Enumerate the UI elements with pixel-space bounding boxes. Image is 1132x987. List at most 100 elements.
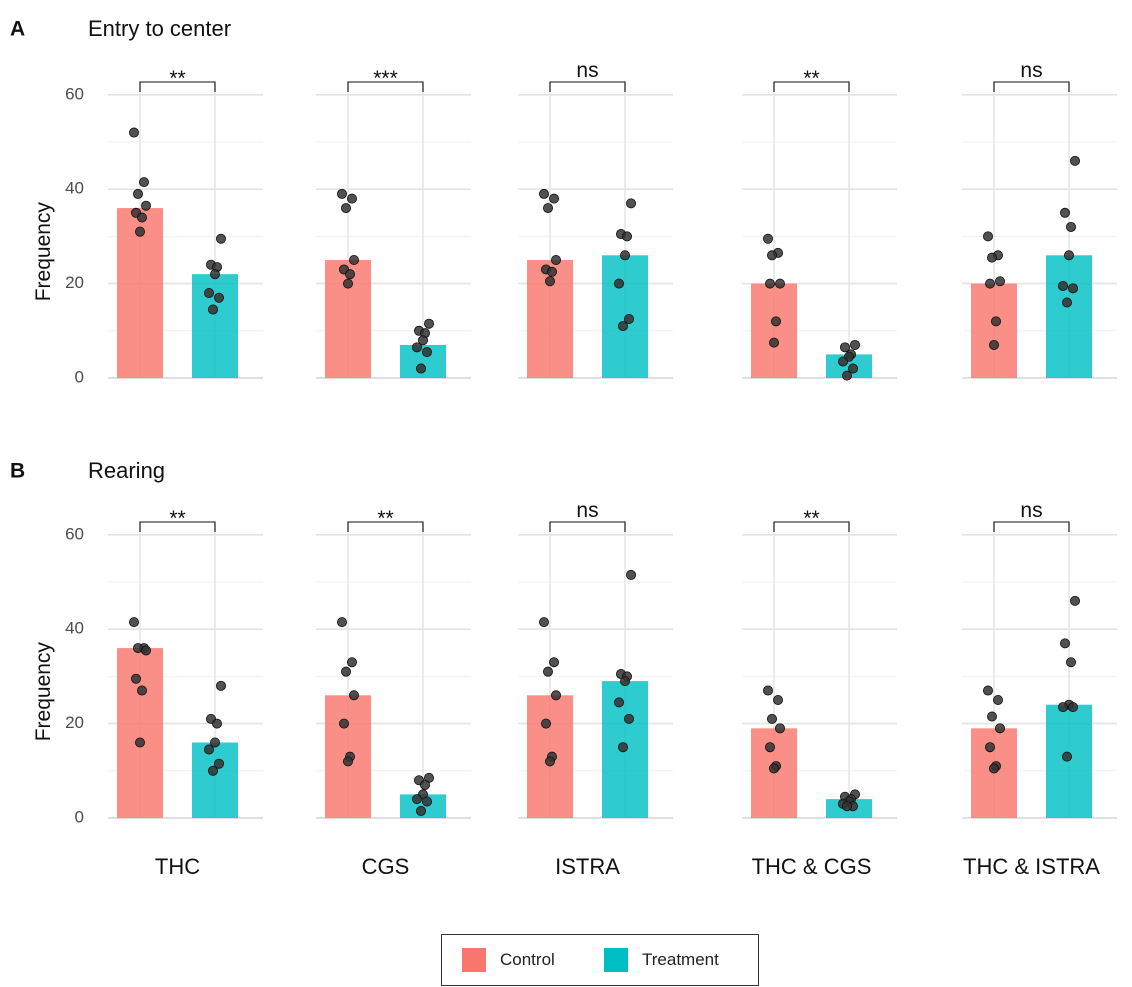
y-tick-label: 0	[75, 807, 84, 826]
point-control	[140, 645, 151, 656]
point-control	[539, 188, 550, 199]
point-control	[348, 254, 359, 265]
facet-istra: ns	[518, 59, 673, 379]
point-control	[132, 188, 143, 199]
y-axis-title: Frequency	[32, 202, 55, 302]
significance-label: **	[803, 67, 819, 90]
bar-treatment	[192, 742, 238, 818]
x-group-label: THC	[155, 854, 200, 879]
point-control	[543, 203, 554, 214]
point-control	[136, 685, 147, 696]
legend-swatch-treatment	[604, 948, 628, 972]
y-tick-label: 20	[65, 713, 84, 732]
point-control	[775, 278, 786, 289]
point-control	[769, 763, 780, 774]
point-control	[336, 617, 347, 628]
point-treatment	[1070, 595, 1081, 606]
point-treatment	[213, 758, 224, 769]
significance-label: **	[169, 67, 185, 90]
point-treatment	[411, 794, 422, 805]
point-treatment	[411, 342, 422, 353]
facet-thc-cgs: **	[742, 67, 897, 381]
point-control	[547, 266, 558, 277]
point-control	[991, 316, 1002, 327]
significance-label: ns	[576, 499, 598, 522]
point-control	[551, 690, 562, 701]
point-treatment	[209, 737, 220, 748]
point-control	[995, 276, 1006, 287]
significance-label: **	[803, 507, 819, 530]
panel-b: B Rearing Frequency 0 20 40 60 ** THC ** CGS ns ISTR…	[10, 458, 1117, 879]
panel-label: B	[10, 460, 25, 483]
bar-treatment	[192, 274, 238, 378]
point-treatment	[622, 231, 633, 242]
point-treatment	[848, 363, 859, 374]
point-control	[549, 657, 560, 668]
point-treatment	[1058, 702, 1069, 713]
point-control	[983, 231, 994, 242]
significance-bracket	[347, 521, 424, 532]
significance-bracket	[993, 521, 1070, 532]
point-control	[987, 711, 998, 722]
significance-bracket	[139, 81, 216, 92]
x-group-label: THC & CGS	[752, 854, 872, 879]
point-treatment	[1066, 657, 1077, 668]
point-control	[985, 742, 996, 753]
point-treatment	[618, 742, 629, 753]
facet-istra: ns ISTRA	[518, 499, 673, 879]
significance-bracket	[773, 521, 850, 532]
point-treatment	[207, 304, 218, 315]
facet-thc-istra: ns THC & ISTRA	[962, 499, 1117, 879]
panel-title: Rearing	[88, 458, 165, 483]
facet-cgs: ***	[316, 67, 471, 379]
point-treatment	[842, 370, 853, 381]
point-control	[336, 188, 347, 199]
point-control	[340, 203, 351, 214]
y-tick-label: 40	[65, 179, 84, 198]
point-control	[134, 226, 145, 237]
point-treatment	[614, 278, 625, 289]
point-treatment	[850, 339, 861, 350]
point-treatment	[1070, 155, 1081, 166]
point-control	[128, 617, 139, 628]
point-control	[765, 278, 776, 289]
point-treatment	[1068, 702, 1079, 713]
significance-label: ns	[1020, 59, 1042, 82]
point-treatment	[423, 318, 434, 329]
legend: Control Treatment	[441, 934, 759, 986]
point-treatment	[215, 680, 226, 691]
panel-label: A	[10, 18, 25, 41]
point-treatment	[1058, 280, 1069, 291]
point-treatment	[1068, 283, 1079, 294]
point-control	[545, 276, 556, 287]
point-treatment	[1060, 638, 1071, 649]
point-control	[140, 200, 151, 211]
point-control	[543, 666, 554, 677]
point-treatment	[842, 801, 853, 812]
point-treatment	[1066, 221, 1077, 232]
significance-bracket	[347, 81, 424, 92]
point-control	[769, 337, 780, 348]
point-treatment	[1064, 250, 1075, 261]
point-treatment	[624, 713, 635, 724]
point-treatment	[203, 288, 214, 299]
significance-bracket	[549, 81, 626, 92]
y-tick-label: 60	[65, 524, 84, 543]
point-control	[340, 666, 351, 677]
point-treatment	[415, 363, 426, 374]
point-treatment	[213, 292, 224, 303]
x-group-label: CGS	[362, 854, 410, 879]
facet-thc: ** THC	[108, 507, 263, 879]
point-control	[765, 742, 776, 753]
significance-bracket	[993, 81, 1070, 92]
panel-title: Entry to center	[88, 16, 231, 41]
point-control	[342, 756, 353, 767]
point-control	[539, 617, 550, 628]
point-treatment	[203, 744, 214, 755]
facet-thc-cgs: ** THC & CGS	[742, 507, 897, 879]
point-control	[989, 763, 1000, 774]
point-treatment	[419, 779, 430, 790]
point-control	[995, 723, 1006, 734]
point-treatment	[421, 347, 432, 358]
